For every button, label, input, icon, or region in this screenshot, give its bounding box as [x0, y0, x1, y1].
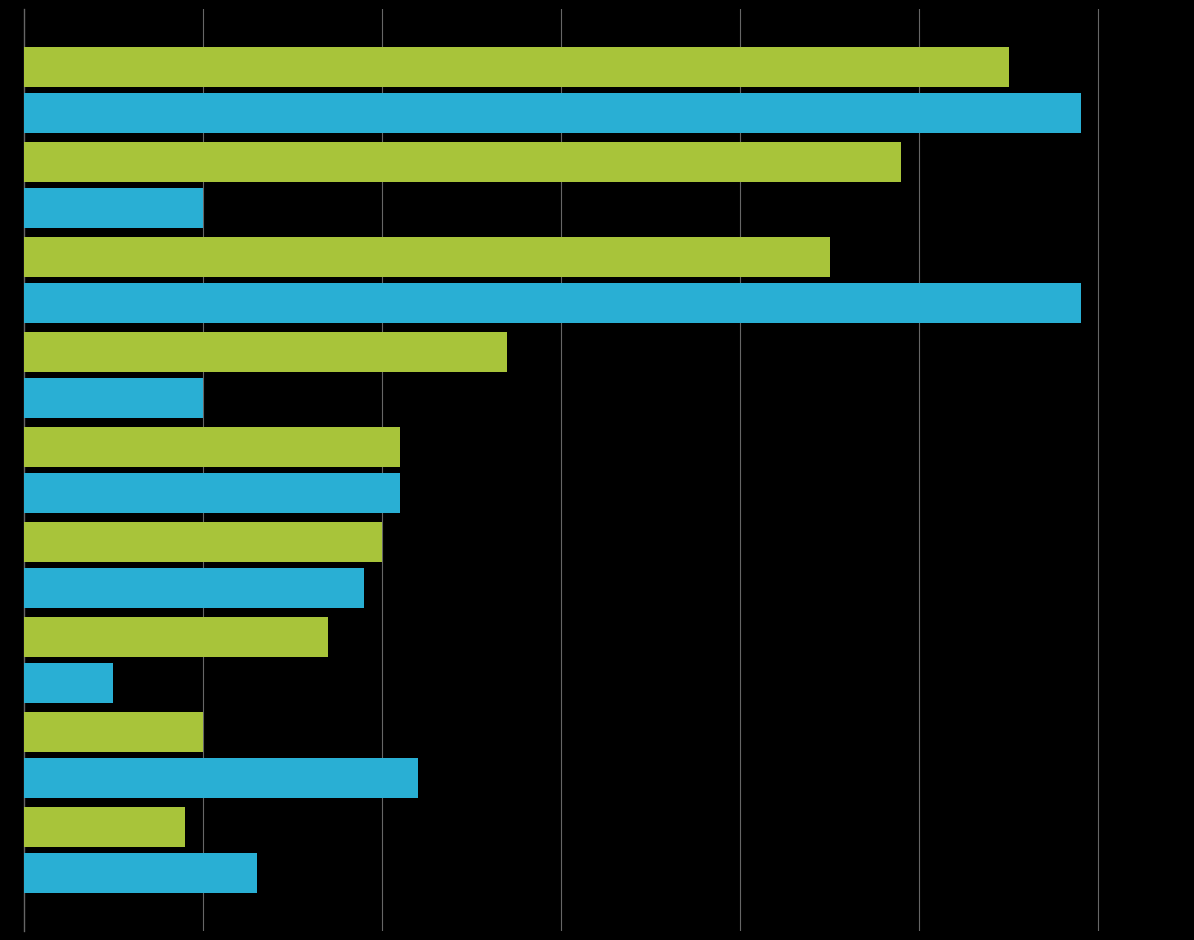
Bar: [24, 378, 203, 417]
Bar: [24, 663, 113, 703]
Bar: [24, 428, 400, 467]
Bar: [24, 758, 418, 798]
Bar: [24, 333, 507, 372]
Bar: [24, 853, 257, 893]
Bar: [24, 237, 830, 277]
Bar: [24, 142, 901, 182]
Bar: [24, 713, 203, 752]
Bar: [24, 618, 328, 657]
Bar: [24, 283, 1081, 322]
Bar: [24, 568, 364, 607]
Bar: [24, 47, 1009, 87]
Bar: [24, 523, 382, 562]
Bar: [24, 188, 203, 227]
Bar: [24, 93, 1081, 133]
Bar: [24, 473, 400, 512]
Bar: [24, 807, 185, 847]
